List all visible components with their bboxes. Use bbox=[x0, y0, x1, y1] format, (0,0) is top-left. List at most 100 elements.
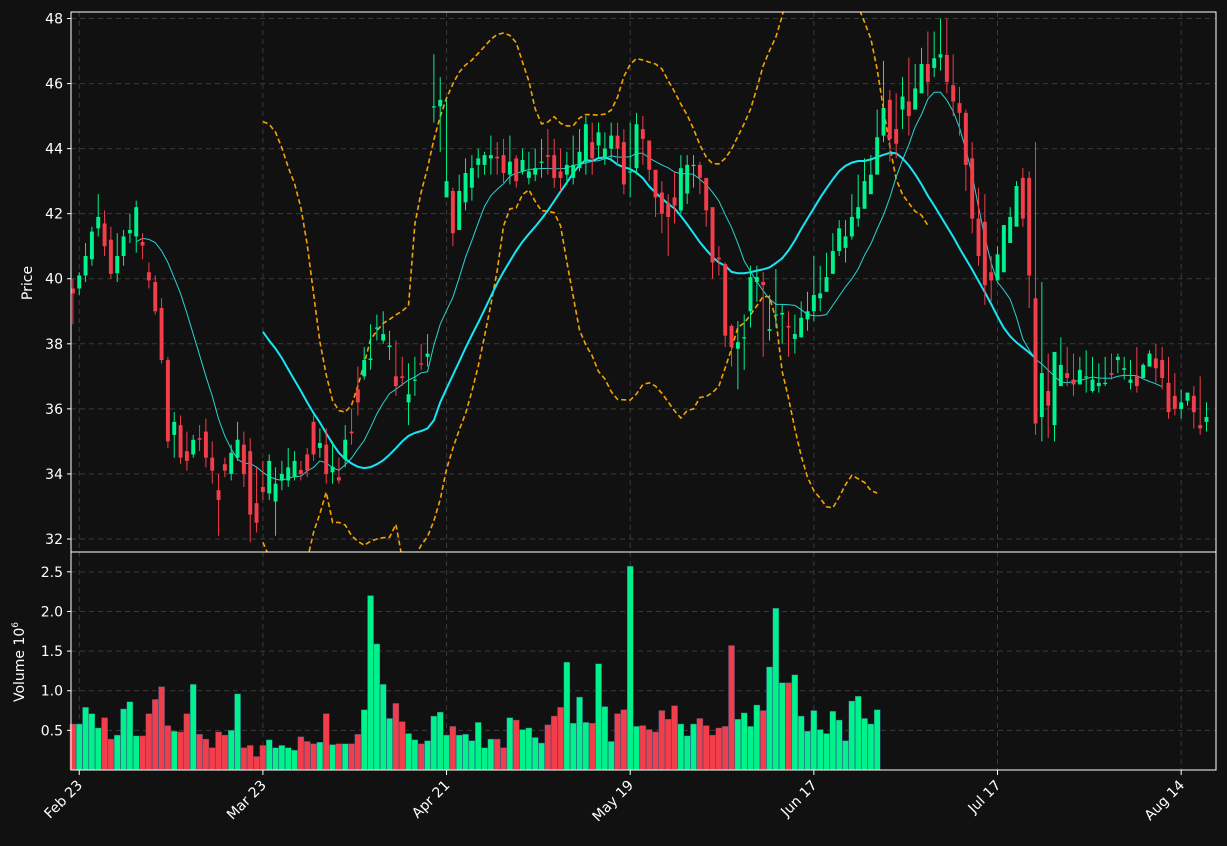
candle-body bbox=[1153, 358, 1158, 369]
volume-bar bbox=[228, 730, 235, 771]
volume-bar bbox=[202, 738, 210, 771]
candle-body bbox=[444, 181, 449, 198]
volume-bar bbox=[177, 731, 184, 771]
upper-band-line bbox=[262, 12, 929, 413]
volume-bar bbox=[747, 726, 754, 771]
candle-body bbox=[659, 192, 664, 214]
candle-body bbox=[387, 345, 392, 348]
candle-body bbox=[1001, 225, 1006, 273]
volume-bar bbox=[544, 724, 552, 771]
candle-body bbox=[609, 135, 614, 149]
candle-body bbox=[501, 155, 506, 174]
candle-body bbox=[1014, 186, 1019, 227]
candle-body bbox=[754, 277, 759, 282]
candle-body bbox=[647, 140, 652, 170]
candle-body bbox=[982, 221, 987, 286]
candle-body bbox=[374, 327, 379, 329]
candle-body bbox=[260, 486, 265, 492]
candle-body bbox=[1128, 379, 1133, 383]
volume-bar bbox=[88, 713, 96, 771]
candle-body bbox=[507, 161, 512, 175]
candle-body bbox=[324, 444, 329, 474]
volume-bar bbox=[506, 717, 514, 771]
candles bbox=[71, 18, 1209, 543]
volume-axis-label-text: Volume bbox=[12, 650, 28, 702]
candle-body bbox=[526, 171, 531, 178]
volume-bar bbox=[253, 756, 260, 771]
volume-bar bbox=[133, 735, 140, 771]
candle-body bbox=[640, 129, 645, 139]
candle-body bbox=[615, 135, 620, 149]
candle-body bbox=[1077, 369, 1082, 385]
candle-body bbox=[1115, 356, 1120, 361]
candle-body bbox=[653, 169, 658, 198]
candle-body bbox=[1160, 360, 1165, 378]
volume-bar bbox=[816, 729, 824, 771]
candle-body bbox=[805, 311, 810, 320]
candle-body bbox=[995, 254, 1000, 281]
candle-body bbox=[254, 503, 259, 523]
candle-body bbox=[1039, 373, 1044, 417]
volume-bar bbox=[310, 743, 317, 771]
volume-bar bbox=[487, 738, 495, 771]
volume-bar bbox=[715, 727, 723, 771]
volume-bar bbox=[120, 708, 127, 771]
candle-body bbox=[697, 164, 702, 178]
candle-body bbox=[146, 272, 151, 281]
price-tick-label: 46 bbox=[45, 77, 63, 93]
candle-body bbox=[558, 171, 563, 178]
candle-body bbox=[1096, 382, 1101, 387]
candle-body bbox=[210, 457, 215, 471]
candle-body bbox=[1046, 390, 1051, 406]
volume-bar bbox=[367, 595, 374, 771]
volume-bar bbox=[209, 747, 216, 771]
candle-body bbox=[355, 389, 360, 403]
volume-bar bbox=[418, 743, 425, 771]
candle-body bbox=[1090, 379, 1095, 391]
volume-bar bbox=[405, 733, 412, 771]
candle-body bbox=[767, 329, 772, 331]
volume-bar bbox=[835, 719, 843, 771]
volume-bar bbox=[107, 738, 115, 771]
volume-bar bbox=[399, 721, 406, 771]
candle-body bbox=[691, 164, 696, 167]
candle-body bbox=[951, 85, 956, 102]
candle-body bbox=[1008, 216, 1013, 243]
candle-body bbox=[881, 107, 886, 136]
candle-body bbox=[235, 439, 240, 458]
candle-body bbox=[552, 155, 557, 178]
lower-band-line bbox=[262, 188, 878, 552]
volume-bar bbox=[373, 643, 381, 771]
price-plot-area bbox=[71, 12, 1209, 552]
candle-body bbox=[89, 231, 94, 260]
volume-bar bbox=[633, 726, 640, 771]
candle-body bbox=[1103, 382, 1108, 385]
volume-bar bbox=[569, 723, 577, 771]
candle-body bbox=[77, 275, 82, 289]
volume-bar bbox=[721, 726, 729, 771]
candle-body bbox=[989, 272, 994, 281]
volume-bar bbox=[424, 740, 431, 771]
volume-bar bbox=[512, 719, 520, 771]
volume-bar bbox=[95, 727, 102, 771]
price-tick-label: 44 bbox=[45, 142, 63, 158]
volume-bar bbox=[582, 722, 590, 771]
bollinger-bands bbox=[262, 12, 929, 552]
volume-bar bbox=[778, 682, 786, 771]
volume-bar bbox=[645, 729, 653, 771]
candle-body bbox=[362, 360, 367, 377]
candle-body bbox=[710, 207, 715, 263]
volume-bar bbox=[145, 713, 153, 771]
candle-body bbox=[1172, 395, 1177, 409]
candle-body bbox=[577, 151, 582, 169]
volume-bar bbox=[323, 713, 330, 771]
candle-body bbox=[628, 171, 633, 173]
candle-body bbox=[678, 168, 683, 211]
volume-bar bbox=[443, 734, 450, 771]
price-tick-label: 32 bbox=[45, 532, 63, 548]
candle-body bbox=[571, 164, 576, 178]
candle-body bbox=[748, 277, 753, 312]
volume-bar bbox=[873, 709, 881, 771]
volume-tick-label: 0.5 bbox=[41, 723, 63, 739]
volume-bar bbox=[766, 666, 773, 771]
